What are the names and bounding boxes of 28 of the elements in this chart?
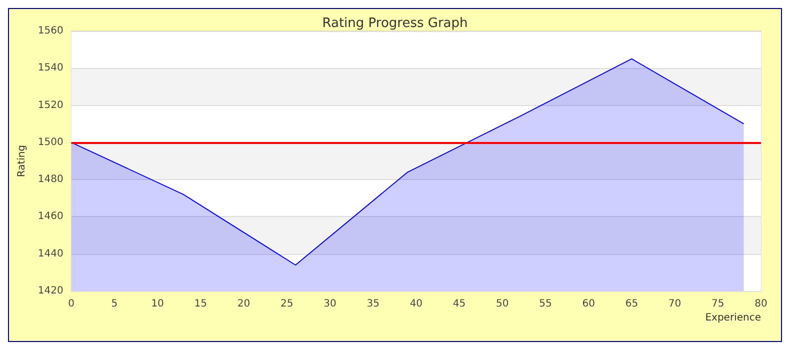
y-tick-label: 1520 (38, 100, 64, 111)
x-tick-label: 15 (194, 298, 208, 310)
x-tick-label: 45 (452, 298, 466, 310)
x-tick-label: 55 (539, 298, 552, 310)
y-tick-label: 1500 (38, 136, 64, 148)
x-tick-label: 65 (625, 298, 638, 310)
y-tick-label: 1420 (38, 286, 64, 296)
y-tick-label: 1440 (38, 248, 64, 260)
x-tick-label: 60 (582, 298, 595, 310)
chart-title: Rating Progress Graph (322, 16, 468, 31)
x-tick-label: 40 (410, 298, 423, 310)
x-tick-label: 0 (68, 298, 75, 310)
y-tick-label: 1540 (38, 62, 64, 74)
x-tick-label: 20 (237, 298, 250, 310)
x-tick-label: 80 (754, 298, 768, 310)
x-tick-label: 50 (496, 298, 509, 310)
x-tick-label: 10 (151, 298, 164, 310)
y-axis-title: Rating (16, 144, 28, 178)
x-tick-label: 75 (712, 298, 724, 310)
y-tick-label: 1460 (38, 211, 64, 222)
x-tick-label: 35 (366, 298, 380, 310)
x-tick-label: 30 (324, 298, 336, 310)
x-tick-label: 70 (668, 298, 682, 310)
x-tick-label: 25 (280, 298, 294, 310)
y-tick-label: 1480 (38, 174, 64, 186)
x-axis-title: Experience (705, 312, 761, 324)
x-tick-label: 5 (111, 298, 118, 310)
y-tick-label: 1560 (38, 26, 64, 36)
